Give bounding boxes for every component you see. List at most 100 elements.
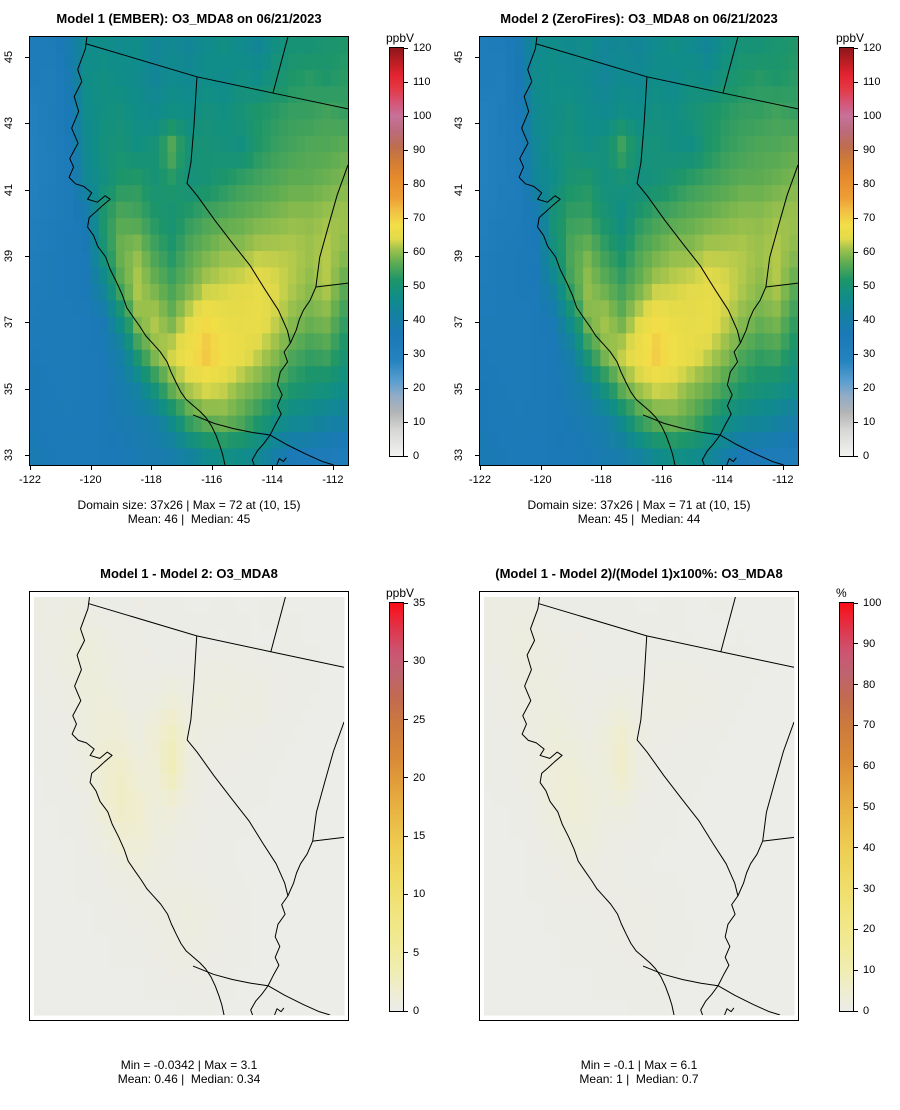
x-axis-tick-label: -122 bbox=[468, 474, 492, 486]
border-mexico bbox=[193, 966, 330, 1015]
map-boundaries-overlay bbox=[484, 597, 794, 1015]
colorbar-tick bbox=[853, 806, 858, 808]
map-plot-model2: -122 -120 -118 -116 -114 -112 45 43 41 39 37 35 33 bbox=[453, 36, 799, 486]
x-axis-tick bbox=[90, 465, 92, 470]
colorbar-tick bbox=[403, 149, 408, 151]
colorbar-tick-label: 0 bbox=[863, 1005, 870, 1017]
colorbar-tick bbox=[403, 455, 408, 457]
colorbar-tick-label: 0 bbox=[413, 1005, 420, 1017]
y-axis-tick-label: 45 bbox=[453, 50, 465, 64]
border-nevada-utah-arizona bbox=[290, 165, 348, 343]
colorbar-tick bbox=[853, 684, 858, 686]
x-axis-tick bbox=[211, 465, 213, 470]
colorbar-difference: ppbV 0 5 10 15 20 25 30 35 bbox=[386, 586, 425, 1017]
y-axis-tick-label: 43 bbox=[453, 117, 465, 130]
caption-line1: Domain size: 37x26 | Max = 71 at (10, 15… bbox=[527, 498, 751, 512]
colorbar-tick bbox=[853, 353, 858, 355]
caption-line2: Mean: 0.46 | Median: 0.34 bbox=[117, 1072, 261, 1086]
colorbar-tick bbox=[403, 660, 408, 662]
river-delta bbox=[701, 986, 718, 1015]
y-axis-tick-label: 39 bbox=[453, 249, 465, 263]
colorbar-tick bbox=[853, 47, 858, 49]
colorbar-tick-label: 15 bbox=[413, 830, 426, 843]
y-axis-tick bbox=[475, 255, 480, 257]
panel-percent-difference-caption: Min = -0.1 | Max = 6.1 Mean: 1 | Median: … bbox=[480, 1058, 798, 1086]
colorbar-tick-label: 60 bbox=[413, 246, 426, 258]
border-utah-arizona bbox=[316, 283, 348, 287]
x-axis-tick-label: -114 bbox=[261, 474, 283, 486]
colorbar-tick-label: 30 bbox=[413, 348, 426, 360]
colorbar-tick bbox=[403, 47, 408, 49]
river-delta bbox=[252, 435, 270, 465]
panel-difference: Model 1 - Model 2: O3_MDA8 ppbV 0 5 10 15 20… bbox=[0, 555, 450, 1110]
colorbar-tick-label: 90 bbox=[863, 144, 876, 156]
x-axis-tick bbox=[272, 465, 274, 470]
colorbar-tick bbox=[853, 217, 858, 219]
colorbar-tick bbox=[853, 969, 858, 971]
panel-model2-title: Model 2 (ZeroFires): O3_MDA8 on 06/21/20… bbox=[500, 11, 778, 26]
y-axis-tick bbox=[25, 255, 30, 257]
panel-percent-difference-title: (Model 1 - Model 2)/(Model 1)x100%: O3_M… bbox=[495, 566, 783, 581]
colorbar-tick-label: 0 bbox=[863, 450, 870, 462]
colorbar-tick bbox=[853, 643, 858, 645]
colorbar-tick bbox=[853, 149, 858, 151]
colorbar-tick bbox=[403, 353, 408, 355]
caption-line1: Min = -0.0342 | Max = 3.1 bbox=[120, 1058, 258, 1072]
colorbar-tick-label: 20 bbox=[863, 923, 876, 936]
border-oregon-idaho bbox=[723, 37, 738, 93]
percent-difference-raster bbox=[480, 592, 798, 1020]
colorbar-tick-label: 20 bbox=[413, 771, 426, 784]
colorbar-tick bbox=[853, 847, 858, 849]
colorbar-tick-label: 100 bbox=[863, 110, 882, 122]
y-axis-tick bbox=[475, 322, 480, 324]
colorbar-tick bbox=[403, 719, 408, 721]
river-delta bbox=[702, 435, 720, 465]
border-california-nevada bbox=[637, 77, 740, 343]
colorbar-tick-label: 90 bbox=[863, 637, 876, 650]
border-oregon-idaho bbox=[271, 597, 286, 652]
y-axis-tick bbox=[475, 123, 480, 125]
colorbar-tick bbox=[403, 421, 408, 423]
border-oregon-idaho bbox=[273, 37, 288, 93]
x-axis-tick bbox=[30, 465, 31, 470]
y-axis-tick-label: 33 bbox=[3, 448, 15, 462]
colorbar-tick bbox=[853, 888, 858, 890]
caption-line2: Mean: 46 | Median: 45 bbox=[127, 512, 251, 526]
y-axis-tick-label: 43 bbox=[3, 117, 15, 130]
colorbar-model2: ppbV 0 10 20 30 40 50 60 70 80 90 100 110 120 bbox=[836, 31, 881, 462]
y-axis-tick-label: 33 bbox=[453, 448, 465, 462]
colorbar-tick bbox=[403, 387, 408, 389]
colorbar-tick bbox=[403, 952, 408, 954]
colorbar-tick bbox=[403, 217, 408, 219]
colorbar-tick-label: 70 bbox=[863, 719, 876, 732]
panel-model2-caption: Domain size: 37x26 | Max = 71 at (10, 15… bbox=[480, 498, 798, 526]
y-axis-tick bbox=[475, 455, 480, 457]
colorbar-tick bbox=[853, 602, 858, 604]
colorbar-tick-label: 10 bbox=[863, 416, 876, 428]
x-axis-tick bbox=[480, 465, 481, 470]
panel-model2: Model 2 (ZeroFires): O3_MDA8 on 06/21/20… bbox=[450, 0, 900, 555]
colorbar-tick-label: 30 bbox=[863, 882, 876, 895]
x-axis-tick bbox=[782, 465, 784, 470]
colorbar-gradient bbox=[390, 603, 403, 1011]
colorbar-tick bbox=[853, 319, 858, 321]
panel-model1: Model 1 (EMBER): O3_MDA8 on 06/21/2023 -… bbox=[0, 0, 450, 555]
colorbar-model1: ppbV 0 10 20 30 40 50 60 70 80 90 100 110 120 bbox=[386, 31, 431, 462]
colorbar-unit-label: % bbox=[836, 586, 847, 600]
colorbar-percent-difference: % 0 10 20 30 40 50 60 70 80 90 100 bbox=[836, 586, 881, 1017]
colorbar-tick-label: 110 bbox=[413, 76, 431, 88]
difference-raster bbox=[30, 592, 348, 1020]
panel-model1-caption: Domain size: 37x26 | Max = 72 at (10, 15… bbox=[30, 498, 348, 526]
x-axis-tick bbox=[540, 465, 542, 470]
border-nevada-utah-arizona bbox=[738, 722, 794, 896]
y-axis-tick-label: 37 bbox=[453, 316, 465, 329]
colorbar-tick-label: 50 bbox=[863, 280, 876, 292]
colorbar-gradient bbox=[840, 603, 853, 1011]
panel-difference-title: Model 1 - Model 2: O3_MDA8 bbox=[100, 566, 278, 581]
y-axis-tick bbox=[475, 56, 480, 58]
border-utah-arizona bbox=[313, 837, 344, 841]
x-axis-tick-label: -116 bbox=[201, 474, 223, 486]
colorbar-unit-label: ppbV bbox=[386, 31, 415, 45]
map-plot-percent-difference bbox=[479, 591, 799, 1021]
colorbar-tick bbox=[853, 455, 858, 457]
